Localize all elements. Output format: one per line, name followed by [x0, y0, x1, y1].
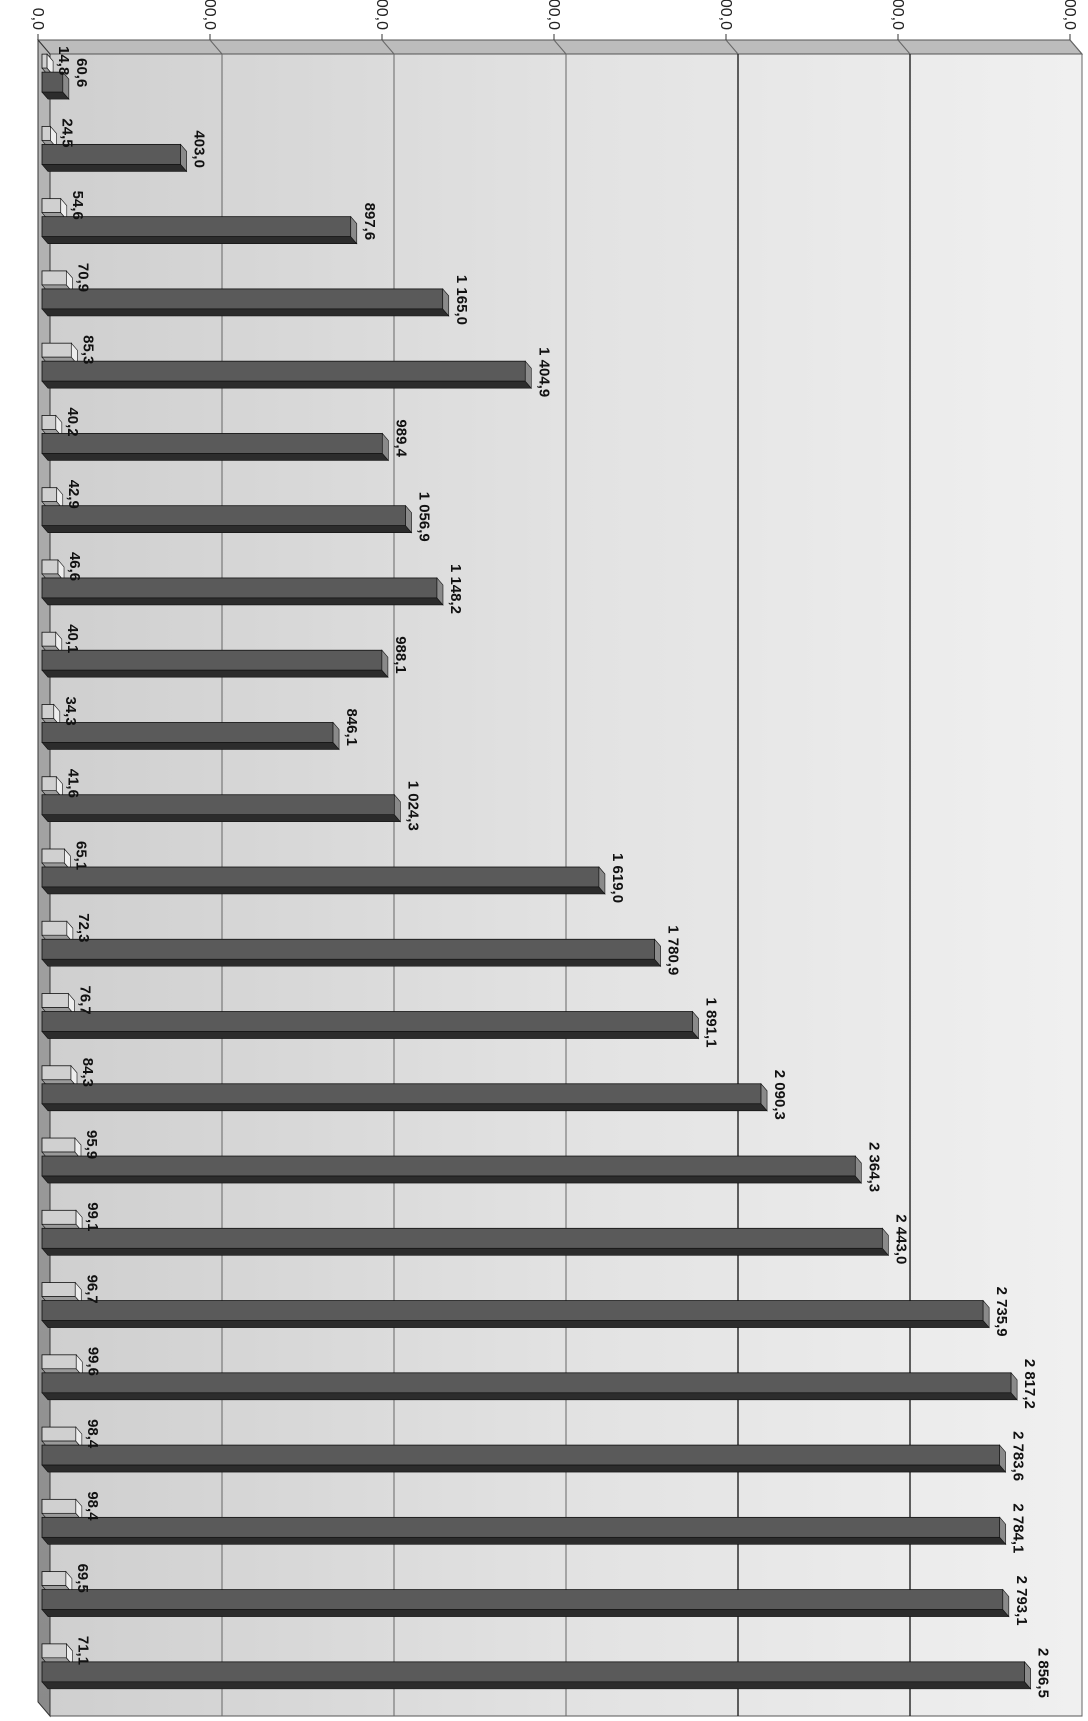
bar-series-2: [41, 486, 64, 510]
data-label-series-1: 2 856,5: [1035, 1648, 1052, 1698]
bar-series-1: [41, 1227, 890, 1257]
data-label-series-2: 65,1: [72, 841, 89, 870]
bar-series-2: [41, 1426, 83, 1449]
bar-series-2: [41, 342, 78, 365]
gridline-side: [553, 39, 567, 55]
bar-series-1: [41, 1444, 1007, 1473]
gridline-side: [725, 39, 739, 55]
y-tick-label: 0,0: [29, 8, 46, 30]
bar-series-1: [41, 1588, 1010, 1618]
data-label-series-1: 1 891,1: [703, 998, 720, 1048]
bar-series-1: [41, 938, 662, 968]
data-label-series-1: 2 090,3: [771, 1070, 788, 1120]
data-label-series-1: 1 148,2: [447, 564, 464, 614]
bar-series-2: [41, 1570, 73, 1594]
data-label-series-1: 2 735,9: [993, 1287, 1010, 1337]
bar-series-2: [41, 920, 74, 944]
data-label-series-1: 60,6: [73, 58, 90, 87]
bar-series-1: [41, 143, 188, 173]
data-label-series-2: 34,3: [62, 696, 79, 725]
data-label-series-2: 96,7: [83, 1275, 100, 1304]
data-label-series-2: 84,3: [79, 1058, 96, 1087]
data-label-series-1: 988,1: [392, 636, 409, 674]
bar-series-2: [41, 53, 54, 76]
bar-series-1: [41, 504, 413, 534]
data-label-series-1: 1 024,3: [404, 781, 421, 831]
data-label-series-1: 2 793,1: [1013, 1576, 1030, 1626]
bar-series-1: [41, 577, 444, 606]
gridline-side: [897, 39, 911, 55]
bar-series-1: [41, 432, 390, 462]
bar-series-1: [41, 288, 450, 317]
data-label-series-1: 2 817,2: [1021, 1359, 1038, 1409]
data-label-series-2: 99,6: [84, 1347, 101, 1376]
y-tick-label: 500,0: [201, 0, 218, 30]
data-label-series-1: 846,1: [343, 708, 360, 746]
bar-series-1: [41, 1155, 862, 1184]
bar-series-1: [41, 866, 606, 895]
bar-series-2: [41, 1354, 83, 1377]
data-label-series-2: 98,4: [84, 1491, 101, 1521]
data-label-series-1: 403,0: [191, 130, 208, 168]
bar-series-2: [41, 703, 61, 727]
data-label-series-1: 1 404,9: [535, 347, 552, 397]
data-label-series-2: 95,9: [83, 1130, 100, 1159]
bar-series-1: [41, 1661, 1032, 1690]
bar-series-2: [41, 559, 65, 582]
bar-series-1: [41, 1082, 768, 1112]
bar-series-1: [41, 360, 532, 389]
data-label-series-1: 989,4: [392, 419, 409, 457]
bar-series-2: [41, 1064, 78, 1088]
bar-series-1: [41, 1010, 700, 1040]
y-tick-label: 3000,0: [1061, 0, 1078, 30]
data-label-series-2: 40,2: [64, 407, 81, 436]
gridline-side: [209, 39, 223, 55]
data-label-series-2: 85,3: [79, 335, 96, 364]
data-label-series-2: 40,1: [64, 624, 81, 653]
bar-series-1: [41, 649, 389, 679]
data-label-series-2: 76,7: [76, 986, 93, 1015]
y-tick-label: 1500,0: [545, 0, 562, 30]
data-label-series-2: 98,4: [84, 1419, 101, 1449]
data-label-series-1: 1 056,9: [416, 492, 433, 542]
data-label-series-2: 69,5: [74, 1564, 91, 1593]
data-label-series-2: 41,6: [64, 769, 81, 798]
gridline-side: [381, 39, 395, 55]
data-label-series-2: 70,9: [74, 263, 91, 292]
data-label-series-1: 1 619,0: [609, 853, 626, 903]
y-tick-label: 1000,0: [373, 0, 390, 30]
bar-series-1: [41, 1299, 990, 1329]
data-label-series-1: 1 780,9: [665, 925, 682, 975]
bar-series-1: [41, 71, 70, 100]
data-label-series-2: 71,1: [74, 1636, 91, 1665]
bar-series-1: [41, 721, 340, 751]
data-label-series-1: 897,6: [361, 203, 378, 241]
data-label-series-2: 14,8: [55, 46, 72, 75]
data-label-series-1: 2 784,1: [1010, 1503, 1027, 1553]
data-label-series-2: 24,5: [58, 118, 75, 147]
bar-series-1: [41, 215, 358, 245]
data-label-series-2: 46,6: [66, 552, 83, 581]
y-tick-label: 2500,0: [889, 0, 906, 30]
data-label-series-1: 2 364,3: [865, 1142, 882, 1192]
data-label-series-1: 1 165,0: [453, 275, 470, 325]
data-label-series-1: 2 443,0: [892, 1214, 909, 1264]
gridline-side: [1069, 39, 1083, 55]
data-label-series-2: 72,3: [75, 913, 92, 942]
data-label-series-2: 54,6: [69, 191, 86, 220]
bar-series-1: [41, 1372, 1018, 1401]
bar-series-1: [41, 1516, 1007, 1546]
data-label-series-1: 2 783,6: [1010, 1431, 1027, 1481]
data-label-series-2: 42,9: [65, 480, 82, 509]
y-tick-label: 2000,0: [717, 0, 734, 30]
data-label-series-2: 99,1: [84, 1202, 101, 1231]
bar-series-1: [41, 793, 402, 823]
